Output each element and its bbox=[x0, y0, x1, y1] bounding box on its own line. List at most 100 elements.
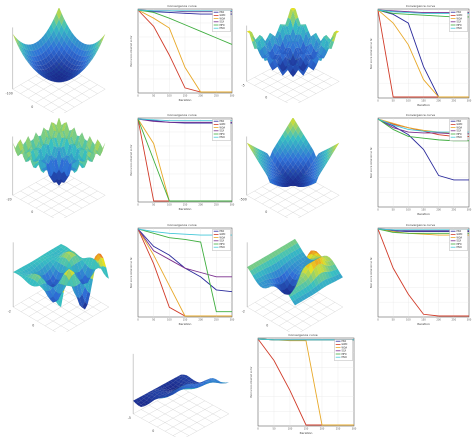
legend-entry: WOA bbox=[457, 126, 463, 129]
surface-tick-label: -2 bbox=[8, 309, 11, 313]
surface-plot-p3: -20020 bbox=[6, 118, 106, 218]
chart-title: Convergence curve bbox=[167, 4, 196, 8]
x-tick-label: 50 bbox=[152, 95, 156, 98]
legend-entry: SCA bbox=[220, 240, 225, 243]
legend-entry: WOA bbox=[220, 126, 226, 129]
legend-entry: PSO bbox=[457, 230, 462, 233]
legend-entry: SCA bbox=[220, 130, 225, 133]
legend-entry: WOA bbox=[457, 236, 463, 239]
series-line-mfo bbox=[137, 118, 232, 202]
x-tick-label: 50 bbox=[152, 319, 156, 322]
x-axis-label: Iteration bbox=[417, 322, 430, 326]
x-tick-label: 300 bbox=[467, 100, 472, 103]
legend-entry: GWO bbox=[220, 123, 226, 126]
legend-entry: SCA bbox=[457, 130, 462, 133]
legend-entry: SCA bbox=[220, 21, 225, 24]
series-line-pso bbox=[377, 118, 469, 181]
x-tick-label: 300 bbox=[230, 319, 235, 322]
y-axis-label: Best score obtained so far bbox=[250, 366, 253, 397]
surface-tick-label: 0 bbox=[265, 210, 267, 214]
x-tick-label: 150 bbox=[304, 428, 309, 431]
surface-tick-label: -5 bbox=[242, 83, 245, 87]
x-axis-label: Iteration bbox=[179, 98, 192, 102]
y-axis-label: Best score obtained so far bbox=[370, 38, 373, 69]
surface-tick-label: -100 bbox=[5, 91, 12, 95]
legend-entry: PSO bbox=[457, 120, 462, 123]
surface-mesh bbox=[246, 238, 344, 306]
x-tick-label: 250 bbox=[452, 209, 457, 212]
series-line-woa bbox=[377, 9, 469, 98]
x-tick-label: 150 bbox=[421, 319, 426, 322]
surface-base-grid bbox=[12, 169, 106, 218]
convergence-chart-p5: Convergence curve 0 50 100 150 200 250 300 Itera… bbox=[128, 222, 236, 327]
convergence-chart-p4: Convergence curve 0 50 100 150 200 250 300 Itera… bbox=[368, 112, 473, 217]
surface-plot-p2: -505 bbox=[242, 8, 340, 103]
x-tick-label: 0 bbox=[377, 319, 379, 322]
legend-entry: SCA bbox=[342, 350, 347, 353]
legend-entry: GWO bbox=[342, 343, 348, 346]
surface-tick-label: -500 bbox=[239, 197, 246, 201]
surface-tick-label: 0 bbox=[32, 323, 34, 327]
y-axis-label: Best score obtained so far bbox=[130, 35, 133, 66]
x-axis-label: Iteration bbox=[417, 212, 430, 216]
x-tick-label: 0 bbox=[377, 100, 379, 103]
legend-entry: GWO bbox=[457, 123, 463, 126]
legend-entry: WOA bbox=[342, 346, 348, 349]
surface-tick-label: -5 bbox=[128, 416, 131, 420]
legend-entry: MVO bbox=[457, 136, 463, 139]
x-tick-label: 0 bbox=[137, 204, 139, 207]
y-axis-label: Best score obtained so far bbox=[130, 257, 133, 288]
legend-entry: MVO bbox=[220, 246, 226, 249]
surface-tick-label: 0 bbox=[152, 429, 154, 433]
surface-tick-label: 0 bbox=[266, 323, 268, 327]
convergence-chart-p2: Convergence curve 0 50 100 150 200 250 300 Itera… bbox=[368, 3, 473, 108]
convergence-chart-p3: Convergence curve 0 50 100 150 200 250 300 Itera… bbox=[128, 112, 236, 212]
legend-entry: MFO bbox=[457, 133, 462, 136]
x-axis-label: Iteration bbox=[179, 322, 192, 326]
surface-plot-p1: -1000100 bbox=[5, 8, 106, 113]
x-tick-label: 300 bbox=[467, 209, 472, 212]
legend-entry: MFO bbox=[220, 24, 225, 27]
legend-entry: WOA bbox=[220, 236, 226, 239]
x-tick-label: 0 bbox=[137, 319, 139, 322]
legend-entry: PSO bbox=[220, 120, 225, 123]
legend-entry: GWO bbox=[457, 233, 463, 236]
x-tick-label: 250 bbox=[214, 204, 219, 207]
x-tick-label: 300 bbox=[352, 428, 357, 431]
surface-plot-p5: -202 bbox=[8, 242, 110, 332]
legend-entry: MFO bbox=[220, 243, 225, 246]
chart-title: Convergence curve bbox=[288, 333, 317, 337]
legend-entry: GWO bbox=[457, 14, 463, 17]
x-tick-label: 100 bbox=[167, 95, 172, 98]
legend-entry: PSO bbox=[457, 11, 462, 14]
x-tick-label: 200 bbox=[436, 100, 441, 103]
legend-entry: WOA bbox=[220, 17, 226, 20]
series-line-mfo bbox=[137, 228, 232, 313]
x-tick-label: 200 bbox=[436, 319, 441, 322]
surface-tick-label: -2 bbox=[242, 309, 245, 313]
x-tick-label: 200 bbox=[436, 209, 441, 212]
legend-entry: WOA bbox=[457, 17, 463, 20]
surface-base-grid bbox=[133, 387, 229, 437]
legend-entry: MVO bbox=[342, 356, 348, 359]
x-tick-label: 100 bbox=[406, 100, 411, 103]
legend-entry: GWO bbox=[220, 233, 226, 236]
x-tick-label: 250 bbox=[214, 95, 219, 98]
legend-entry: GWO bbox=[220, 14, 226, 17]
legend-entry: SCA bbox=[457, 240, 462, 243]
legend-entry: MFO bbox=[457, 24, 462, 27]
x-tick-label: 300 bbox=[230, 204, 235, 207]
x-tick-label: 50 bbox=[392, 100, 396, 103]
x-tick-label: 100 bbox=[167, 204, 172, 207]
x-tick-label: 50 bbox=[272, 428, 276, 431]
chart-title: Convergence curve bbox=[167, 223, 196, 227]
x-tick-label: 200 bbox=[198, 319, 203, 322]
x-tick-label: 300 bbox=[467, 319, 472, 322]
surface-plot-p4: -5000500 bbox=[239, 118, 340, 218]
surface-plot-p7: -505 bbox=[128, 353, 229, 437]
